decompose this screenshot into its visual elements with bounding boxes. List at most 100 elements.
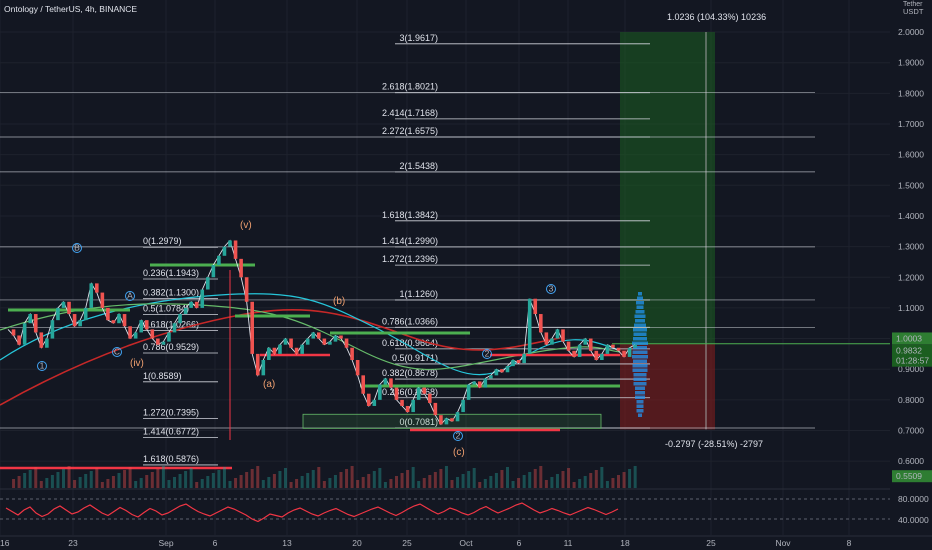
candle-6 [39,332,44,348]
candle-34 [194,301,199,308]
volume-bar-60 [339,472,343,488]
fib-upper-label-6: 1.414(1.2990) [382,236,438,246]
volume-bar-26 [150,472,154,488]
volume-bar-1 [12,479,16,488]
candle-85 [477,381,482,388]
volume-bar-87 [489,476,493,488]
candle-110 [616,347,621,351]
fib-upper-label-9: 0.786(1.0366) [382,316,438,326]
candle-93 [522,353,526,364]
candle-87 [489,375,493,379]
candle-48 [272,347,277,354]
volume-bar-82 [461,474,465,488]
volume-bar-31 [178,474,182,488]
volume-bar-34 [195,482,199,488]
axis-background [890,0,932,550]
y-tick-5: 1.5000 [898,180,924,190]
volume-profile-bar-6 [635,319,645,323]
candle-43 [244,277,249,302]
candle-68 [383,378,388,385]
badge-lower: 0.5509 [896,471,922,481]
volume-bar-76 [428,475,432,488]
candle-97 [544,332,549,345]
circle-label-2: C [114,347,120,357]
volume-bar-45 [256,466,260,488]
x-tick-12: Nov [775,538,791,548]
candle-21 [122,314,127,327]
volume-profile-bar-18 [633,373,647,377]
volume-bar-10 [62,469,65,488]
volume-bar-104 [583,476,587,488]
x-tick-11: 25 [706,538,716,548]
candle-54 [305,338,310,345]
candle-66 [372,399,377,406]
target-zone [620,32,715,344]
candle-25 [144,320,149,330]
x-tick-4: 13 [282,538,292,548]
fib-lower-label-8: 1.414(0.6772) [143,426,199,436]
candle-13 [78,320,82,327]
symbol-title: Ontology / TetherUS, 4h, BINANCE [4,4,137,14]
volume-bar-2 [17,476,21,488]
circle-label-1: A [127,291,133,301]
candle-10 [61,301,66,308]
circle-label-ring-2 [112,347,122,357]
volume-bar-20 [117,473,121,488]
volume-bar-42 [239,475,243,488]
fibonacci-levels[interactable]: 3(1.9617) 2.618(1.8021) 2.414(1.7168) 2.272… [0,33,815,466]
volume-bar-62 [350,466,354,488]
x-tick-10: 18 [620,538,630,548]
candle-92 [516,360,521,364]
candle-4 [28,314,32,324]
rsi-line [5,502,619,523]
volume-bar-55 [311,470,315,488]
badge-last-bg [892,344,932,367]
wave-label-3: (c) [453,447,465,458]
volume-profile-bar-0 [638,292,642,296]
volume-bar-15 [89,471,93,488]
candle-53 [300,344,304,354]
candle-75 [422,387,427,394]
candle-2 [17,335,21,345]
fib-upper-label-8: 1(1.1260) [399,289,438,299]
osc-tick-lower: 40.0000 [898,515,929,525]
candle-88 [494,369,499,376]
volume-profile-bar-10 [633,337,647,341]
fib-lower-label-0: 0(1.2979) [143,236,182,246]
badge-upper: 1.0003 [896,333,922,343]
candle-1 [11,329,16,336]
candle-58 [328,341,332,345]
candle-41 [233,240,238,259]
volume-profile-bar-12 [633,346,647,350]
oscillator-pane [0,488,890,523]
candle-90 [505,366,510,373]
position-zones[interactable] [612,32,890,430]
volume-bar-67 [378,468,382,488]
volume-bar-110 [617,475,620,488]
candle-46 [261,360,266,376]
candle-15 [89,283,94,308]
volume-bar-79 [444,466,448,488]
candle-33 [189,301,193,308]
stop-label: -0.2797 (-28.51%) -2797 [665,439,763,449]
candle-96 [539,314,543,333]
volume-bar-112 [628,469,632,488]
unit-label: USDT [903,7,924,16]
candle-8 [50,320,55,339]
candle-94 [527,298,532,354]
candle-59 [333,335,338,342]
candle-91 [511,360,515,367]
volume-bar-101 [567,468,571,488]
volume-bar-103 [578,479,582,488]
candle-78 [439,415,443,425]
badge-lower-bg [892,470,932,483]
fib-upper-label-12: 0.382(0.8678) [382,368,438,378]
x-tick-1: 23 [68,538,78,548]
candle-107 [600,353,604,361]
candle-113 [633,344,637,348]
volume-bar-46 [261,480,265,488]
fib-upper-label-2: 2.414(1.7168) [382,108,438,118]
candle-60 [339,335,343,339]
candle-65 [366,393,371,406]
